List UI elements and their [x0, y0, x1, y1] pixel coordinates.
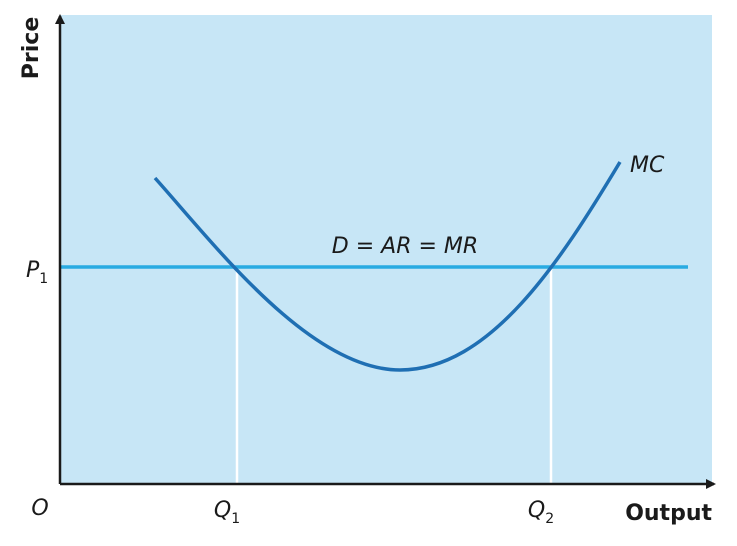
demand-label: D = AR = MR	[332, 234, 478, 259]
q1-sub: 1	[231, 511, 240, 527]
y-axis-label: Price	[19, 17, 44, 79]
q1-label: Q1	[214, 498, 240, 527]
q2-main: Q	[528, 498, 545, 523]
q2-sub: 2	[545, 511, 554, 527]
price-sub: 1	[39, 271, 48, 287]
origin-label: O	[31, 496, 48, 521]
price-label: P1	[26, 258, 48, 287]
q1-main: Q	[214, 498, 231, 523]
mc-curve	[153, 161, 622, 372]
plot-area	[60, 15, 712, 484]
x-axis-label: Output	[625, 501, 712, 526]
price-main: P	[26, 258, 40, 283]
q2-label: Q2	[528, 498, 554, 527]
mc-label: MC	[630, 153, 665, 178]
